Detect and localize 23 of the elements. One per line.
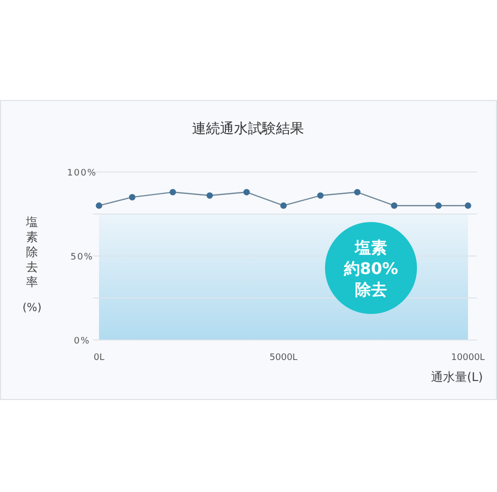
y-tick-label: 0% [74, 336, 90, 346]
x-axis-title: 通水量(L) [430, 370, 483, 384]
point [317, 192, 324, 199]
annotation: 塩素 [354, 238, 387, 257]
point [96, 202, 102, 209]
y-tick-label: 100% [67, 168, 97, 178]
point [464, 202, 472, 209]
chart-title: 連続通水試験結果 [192, 121, 304, 137]
point [280, 202, 287, 209]
y-axis-title: 塩素除去率(%) [22, 215, 42, 314]
x-tick-label: 10000L [451, 353, 485, 363]
point [206, 192, 213, 199]
x-tick-label: 5000L [270, 353, 298, 363]
point [354, 188, 360, 196]
point [243, 188, 250, 196]
x-tick-label: 0L [94, 353, 104, 363]
annotation: 除去 [355, 280, 387, 299]
point [129, 194, 136, 200]
point [391, 202, 398, 209]
annotation: 約80% [342, 259, 398, 278]
y-tick-label: 50% [70, 252, 94, 262]
point [435, 202, 442, 209]
point [170, 188, 176, 196]
